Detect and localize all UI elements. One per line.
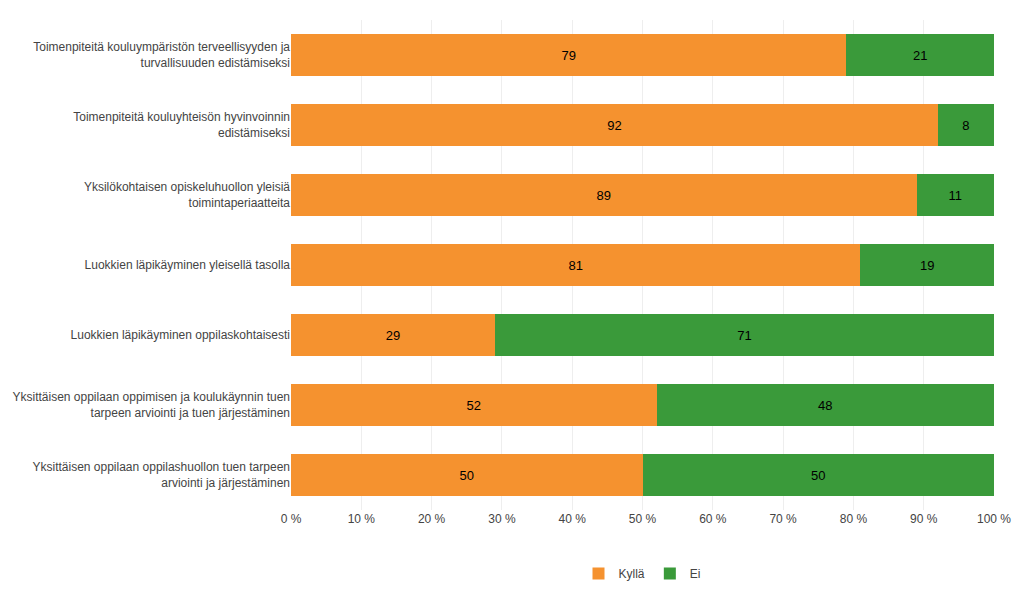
svg-text:Yksittäisen oppilaan oppilashu: Yksittäisen oppilaan oppilashuollon tuen…: [32, 460, 290, 490]
svg-text:50 %: 50 %: [629, 512, 657, 526]
svg-text:80 %: 80 %: [840, 512, 868, 526]
svg-text:21: 21: [913, 48, 927, 63]
svg-text:48: 48: [818, 398, 832, 413]
svg-text:90 %: 90 %: [910, 512, 938, 526]
svg-text:19: 19: [920, 258, 934, 273]
svg-text:89: 89: [597, 188, 611, 203]
svg-text:52: 52: [467, 398, 481, 413]
svg-text:Kyllä: Kyllä: [619, 567, 645, 581]
svg-text:10 %: 10 %: [348, 512, 376, 526]
svg-text:60 %: 60 %: [699, 512, 727, 526]
svg-text:40 %: 40 %: [559, 512, 587, 526]
svg-text:0 %: 0 %: [281, 512, 302, 526]
svg-text:71: 71: [737, 328, 751, 343]
svg-text:Luokkien läpikäyminen oppilask: Luokkien läpikäyminen oppilaskohtaisesti: [71, 328, 290, 342]
svg-text:8: 8: [962, 118, 969, 133]
svg-text:Toimenpiteitä kouluyhteisön hy: Toimenpiteitä kouluyhteisön hyvinvoinnin…: [73, 110, 290, 140]
svg-text:Ei: Ei: [690, 567, 701, 581]
svg-text:Luokkien läpikäyminen yleisell: Luokkien läpikäyminen yleisellä tasolla: [85, 258, 291, 272]
svg-text:Toimenpiteitä kouluympäristön: Toimenpiteitä kouluympäristön terveellis…: [33, 40, 290, 70]
svg-text:20 %: 20 %: [418, 512, 446, 526]
svg-text:Yksittäisen oppilaan oppimisen: Yksittäisen oppilaan oppimisen ja kouluk…: [12, 390, 290, 420]
svg-text:30 %: 30 %: [488, 512, 516, 526]
svg-text:70 %: 70 %: [769, 512, 797, 526]
svg-text:50: 50: [460, 468, 474, 483]
svg-text:50: 50: [811, 468, 825, 483]
svg-text:81: 81: [568, 258, 582, 273]
svg-text:Yksilökohtaisen opiskeluhuollo: Yksilökohtaisen opiskeluhuollon yleisiät…: [84, 180, 290, 210]
svg-text:92: 92: [607, 118, 621, 133]
svg-text:79: 79: [561, 48, 575, 63]
svg-text:29: 29: [386, 328, 400, 343]
svg-text:11: 11: [949, 188, 963, 203]
svg-text:100 %: 100 %: [977, 512, 1011, 526]
